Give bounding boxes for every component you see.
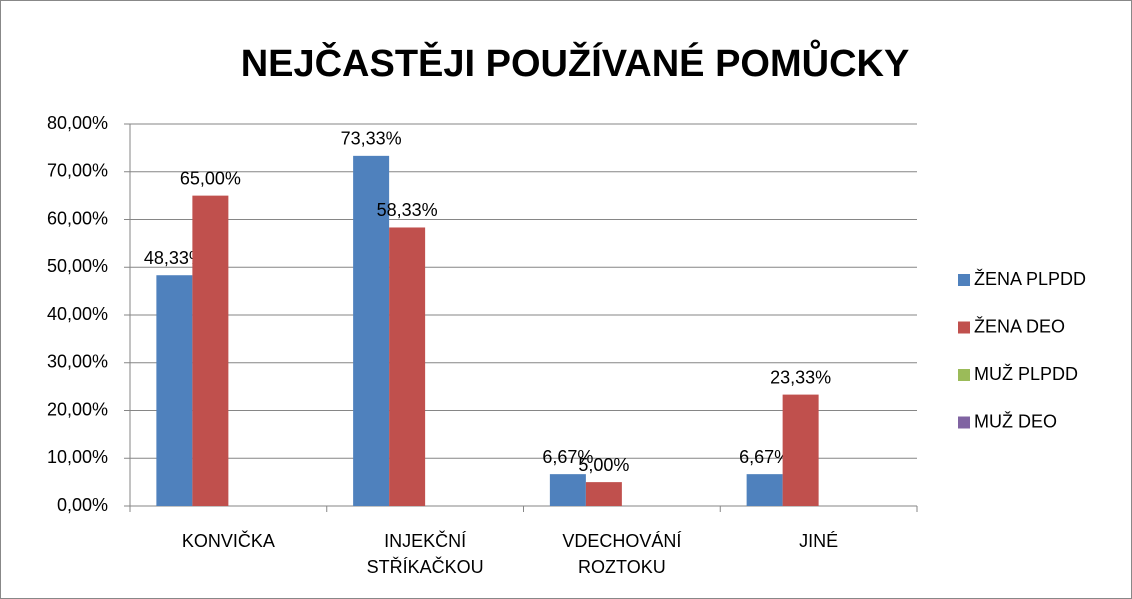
- bar: [353, 155, 390, 506]
- bar: [782, 394, 819, 506]
- x-tick-label: VDECHOVÁNÍ ROZTOKU: [562, 531, 682, 577]
- data-label: 48,33%: [144, 248, 205, 268]
- data-label: 5,00%: [578, 455, 629, 475]
- data-label: 6,67%: [739, 447, 790, 467]
- y-tick-label: 0,00%: [57, 495, 108, 515]
- x-tick-label: KONVIČKA: [181, 531, 275, 551]
- data-label: 65,00%: [180, 168, 241, 188]
- legend-swatch: [958, 416, 970, 429]
- y-tick-label: 20,00%: [47, 399, 108, 419]
- legend-swatch: [958, 274, 970, 286]
- data-label: 23,33%: [770, 367, 831, 387]
- legend-label: MUŽ PLPDD: [974, 364, 1078, 384]
- bar: [156, 275, 193, 506]
- x-tick-label: JINÉ: [799, 531, 839, 551]
- legend-label: MUŽ DEO: [974, 411, 1057, 431]
- data-label: 73,33%: [341, 129, 402, 149]
- y-tick-label: 60,00%: [47, 208, 108, 228]
- bar: [192, 195, 229, 506]
- y-tick-label: 80,00%: [47, 113, 108, 133]
- bar: [389, 227, 426, 506]
- x-tick-label: INJEKČNÍ STŘÍKAČKOU: [366, 531, 484, 577]
- legend-swatch: [958, 369, 970, 381]
- legend-label: ŽENA DEO: [974, 316, 1065, 336]
- y-tick-label: 10,00%: [47, 447, 108, 467]
- data-label: 58,33%: [377, 200, 438, 220]
- chart-title: NEJČASTĚJI POUŽÍVANÉ POMŮCKY: [241, 38, 910, 85]
- legend-swatch: [958, 321, 970, 334]
- bar: [549, 474, 586, 506]
- data-label: 6,67%: [542, 447, 593, 467]
- legend-label: ŽENA PLPDD: [974, 269, 1086, 289]
- bar: [746, 474, 783, 506]
- y-tick-label: 40,00%: [47, 304, 108, 324]
- y-tick-label: 30,00%: [47, 352, 108, 372]
- y-tick-label: 50,00%: [47, 256, 108, 276]
- bar: [585, 482, 622, 506]
- y-tick-label: 70,00%: [47, 161, 108, 181]
